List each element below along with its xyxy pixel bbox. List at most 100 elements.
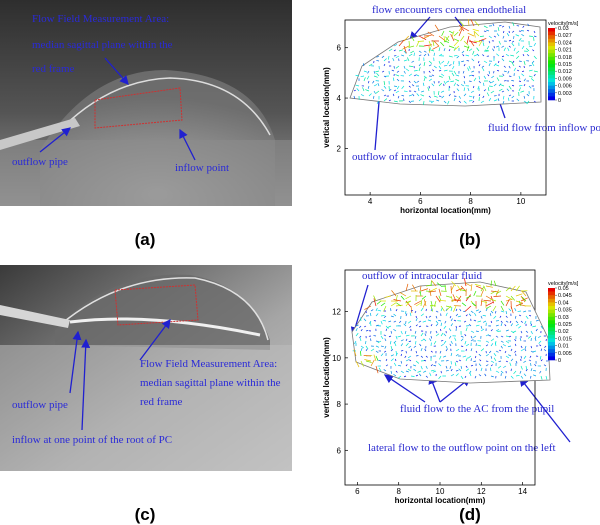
vector-arrow	[445, 80, 450, 83]
vector-arrow	[428, 47, 432, 52]
vector-arrow	[424, 348, 427, 352]
vector-arrow	[483, 60, 488, 64]
vector-arrow	[498, 40, 501, 45]
annotation: lateral flow to the outflow point on the…	[368, 442, 556, 454]
vector-arrow	[440, 41, 445, 47]
vector-arrow	[423, 299, 427, 307]
vector-arrow	[375, 307, 378, 312]
colorbar-swatch	[548, 342, 555, 346]
x-tick-label: 14	[518, 487, 527, 496]
vector-arrow	[472, 85, 475, 89]
vector-arrow	[367, 70, 370, 74]
vector-arrow	[413, 52, 415, 57]
vector-arrow	[388, 89, 392, 92]
x-axis-label: horizontal location(mm)	[395, 496, 486, 505]
vector-arrow	[450, 323, 453, 327]
y-tick-label: 2	[337, 144, 342, 153]
vector-arrow	[467, 355, 472, 359]
vector-arrow	[510, 285, 516, 292]
vector-arrow	[468, 313, 472, 317]
vector-arrow	[512, 30, 515, 33]
vector-arrow	[478, 64, 481, 67]
vector-arrow	[449, 343, 452, 347]
vector-arrow	[403, 50, 407, 54]
vector-arrow	[480, 298, 483, 307]
vector-arrow	[448, 328, 452, 332]
vector-arrow	[411, 84, 415, 87]
vector-arrow	[485, 354, 489, 357]
vector-arrow	[375, 345, 380, 348]
vector-arrow	[376, 100, 380, 104]
vector-arrow	[384, 338, 387, 342]
vector-arrow	[393, 299, 402, 302]
vector-arrow	[453, 298, 462, 302]
vector-arrow	[500, 305, 504, 311]
vector-arrow	[497, 98, 500, 102]
vector-arrow	[414, 335, 417, 339]
vector-arrow	[446, 305, 452, 311]
vector-arrow	[418, 54, 422, 57]
vector-arrow	[395, 74, 400, 77]
vector-arrow	[514, 343, 517, 347]
vector-arrow	[456, 55, 460, 59]
vector-arrow	[505, 298, 513, 302]
vector-arrow	[461, 302, 467, 307]
vector-arrow	[521, 73, 525, 77]
vector-arrow	[443, 355, 447, 358]
vector-arrow	[496, 45, 500, 48]
colorbar-swatch	[548, 302, 555, 307]
vector-arrow	[526, 29, 530, 32]
vector-arrow	[376, 300, 382, 305]
vector-arrow	[438, 69, 442, 72]
vector-arrow	[530, 375, 532, 379]
colorbar-swatch	[548, 67, 555, 72]
vector-arrow	[423, 77, 426, 82]
colorbar-swatch	[548, 42, 555, 47]
vector-arrow	[438, 319, 442, 322]
vector-arrow	[493, 315, 497, 319]
vector-arrow	[482, 95, 485, 99]
vector-arrow	[497, 27, 500, 32]
vector-arrow	[506, 88, 510, 92]
vector-arrow	[405, 334, 410, 337]
vector-arrow	[520, 295, 526, 303]
x-tick-label: 12	[477, 487, 486, 496]
vector-arrow	[407, 368, 412, 372]
vector-arrow	[403, 323, 407, 327]
vector-arrow	[518, 84, 523, 87]
vector-arrow	[490, 290, 497, 295]
vector-arrow	[491, 75, 495, 79]
vector-arrow	[392, 93, 395, 97]
vector-arrow	[489, 350, 492, 354]
vector-arrow	[482, 42, 485, 47]
colorbar-title: velocity[m/s]	[548, 21, 579, 27]
vector-arrow	[526, 93, 530, 97]
vector-arrow	[403, 45, 407, 54]
vector-arrow	[403, 375, 407, 378]
vector-arrow	[460, 84, 465, 87]
vector-arrow	[376, 55, 380, 58]
vector-arrow	[468, 370, 472, 374]
vector-arrow	[528, 85, 532, 89]
annotation: Flow Field Measurement Area:	[140, 358, 277, 370]
vector-arrow	[416, 40, 420, 47]
vector-arrow	[455, 308, 458, 312]
vector-arrow	[448, 45, 455, 49]
vector-arrow	[463, 100, 467, 104]
vector-arrow	[502, 344, 507, 347]
vector-arrow	[545, 375, 548, 380]
vector-arrow	[400, 353, 402, 357]
vector-arrow	[524, 348, 527, 352]
vector-arrow	[510, 305, 514, 314]
vector-arrow	[528, 65, 532, 67]
vector-arrow	[518, 314, 522, 317]
vector-arrow	[425, 365, 428, 369]
vector-arrow	[508, 60, 513, 63]
vector-arrow	[458, 100, 462, 103]
vector-arrow	[489, 367, 492, 372]
vector-arrow	[393, 89, 397, 92]
vector-arrow	[516, 55, 520, 60]
vector-arrow	[508, 45, 511, 48]
vector-arrow	[451, 281, 457, 287]
vector-arrow	[420, 355, 424, 358]
